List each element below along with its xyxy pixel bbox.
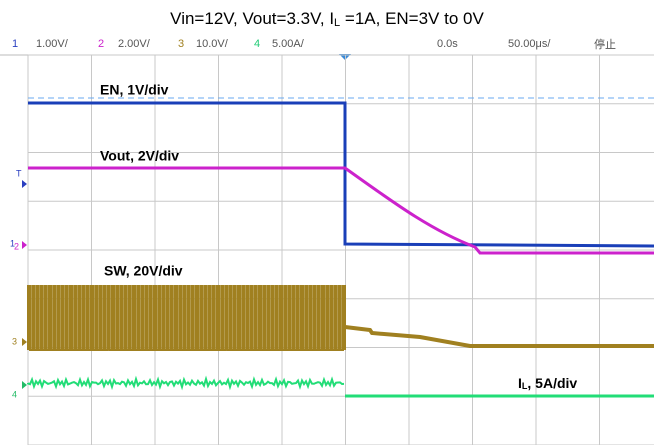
channel-number: 2 (98, 38, 104, 50)
marker-arrow (22, 241, 27, 249)
il-label-part: , 5A/div (527, 375, 577, 391)
channel-markers: T 1 2 3 4 (10, 168, 27, 399)
channel-number: 1 (12, 38, 18, 50)
il-label-subscript: L (522, 381, 528, 391)
vout-label: Vout, 2V/div (100, 148, 179, 164)
channel-scale: 10.0V/ (196, 38, 229, 50)
channel-number: 4 (254, 38, 260, 50)
sw-waveform-off (344, 325, 654, 348)
sw-waveform (27, 285, 346, 351)
run-status: 停止 (594, 37, 616, 51)
header: 1 1.00V/ 2 2.00V/ 3 10.0V/ 4 5.00A/ 0.0s… (12, 37, 616, 51)
trigger-marker: T (16, 168, 22, 178)
channel-marker: 2 (14, 241, 19, 251)
marker-arrow (22, 180, 27, 188)
title-subscript: L (334, 17, 340, 29)
en-label: EN, 1V/div (100, 82, 169, 98)
channel-marker: 1 (10, 238, 15, 248)
il-waveform (27, 375, 345, 391)
vout-waveform (28, 166, 654, 255)
channel-marker: 3 (12, 336, 17, 346)
delay: 0.0s (437, 38, 458, 50)
timebase: 50.00μs/ (508, 38, 551, 50)
title-part: Vin=12V, Vout=3.3V, I (170, 9, 334, 28)
il-label-part: I (518, 375, 522, 391)
il-label: IL, 5A/div (518, 375, 577, 392)
en-waveform (28, 101, 654, 248)
channel-number: 3 (178, 38, 184, 50)
sw-label: SW, 20V/div (104, 263, 183, 279)
channel-scale: 5.00A/ (272, 38, 305, 50)
title: Vin=12V, Vout=3.3V, IL =1A, EN=3V to 0V (170, 9, 484, 28)
title-part: =1A, EN=3V to 0V (340, 9, 484, 28)
channel-scale: 1.00V/ (36, 38, 69, 50)
marker-arrow (22, 381, 27, 389)
marker-arrow (22, 338, 27, 346)
channel-scale: 2.00V/ (118, 38, 151, 50)
channel-marker: 4 (12, 389, 17, 399)
